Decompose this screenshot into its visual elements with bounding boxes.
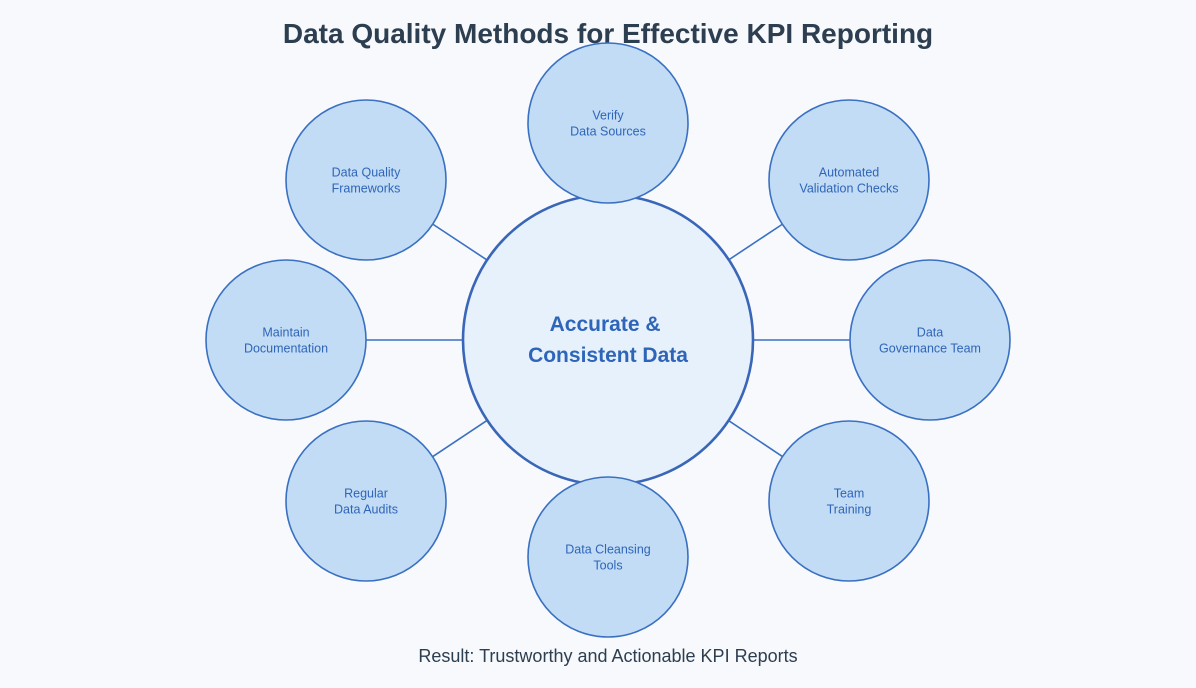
method-label: Data Quality Frameworks [332, 166, 402, 196]
center-node: Accurate & Consistent Data [461, 193, 755, 487]
method-circle [285, 99, 447, 261]
method-label-line: Governance Team [879, 342, 981, 356]
method-label-line: Team [834, 487, 865, 501]
method-circle [849, 259, 1011, 421]
result-caption: Result: Trustworthy and Actionable KPI R… [418, 646, 797, 666]
method-circle [527, 476, 689, 638]
method-node-group: Verify Data Sources Automated Validation Ch… [205, 42, 1011, 638]
method-node-data-cleansing-tools: Data Cleansing Tools [527, 476, 689, 638]
method-label-line: Verify [592, 109, 624, 123]
method-node-team-training: Team Training [768, 420, 930, 582]
method-label-line: Data [917, 326, 943, 340]
method-label: Verify Data Sources [570, 109, 646, 139]
method-label-line: Data Audits [334, 503, 398, 517]
method-label: Team Training [827, 487, 872, 517]
method-node-regular-data-audits: Regular Data Audits [285, 420, 447, 582]
method-label-line: Data Quality [332, 166, 402, 180]
method-label: Data Governance Team [879, 326, 981, 356]
method-label: Maintain Documentation [244, 326, 328, 356]
method-label-line: Data Cleansing [565, 543, 651, 557]
center-label-line-2: Consistent Data [528, 344, 688, 367]
method-label-line: Maintain [262, 326, 309, 340]
method-label-line: Validation Checks [799, 182, 898, 196]
method-circle [768, 420, 930, 582]
method-label: Automated Validation Checks [799, 166, 898, 196]
method-label-line: Frameworks [332, 182, 401, 196]
method-label-line: Documentation [244, 342, 328, 356]
method-circle [527, 42, 689, 204]
method-node-data-governance-team: Data Governance Team [849, 259, 1011, 421]
method-label-line: Regular [344, 487, 388, 501]
method-node-verify-data-sources: Verify Data Sources [527, 42, 689, 204]
method-circle [768, 99, 930, 261]
method-label-line: Tools [593, 559, 622, 573]
center-circle [461, 193, 755, 487]
method-label-line: Data Sources [570, 125, 646, 139]
method-label: Data Cleansing Tools [565, 543, 651, 573]
center-label-line-1: Accurate & [550, 313, 661, 336]
method-circle [205, 259, 367, 421]
method-label-line: Automated [819, 166, 880, 180]
center-label: Accurate & Consistent Data [528, 313, 688, 367]
method-label: Regular Data Audits [334, 487, 398, 517]
method-node-data-quality-frameworks: Data Quality Frameworks [285, 99, 447, 261]
method-circle [285, 420, 447, 582]
method-label-line: Training [827, 503, 872, 517]
method-node-automated-validation-checks: Automated Validation Checks [768, 99, 930, 261]
method-node-maintain-documentation: Maintain Documentation [205, 259, 367, 421]
